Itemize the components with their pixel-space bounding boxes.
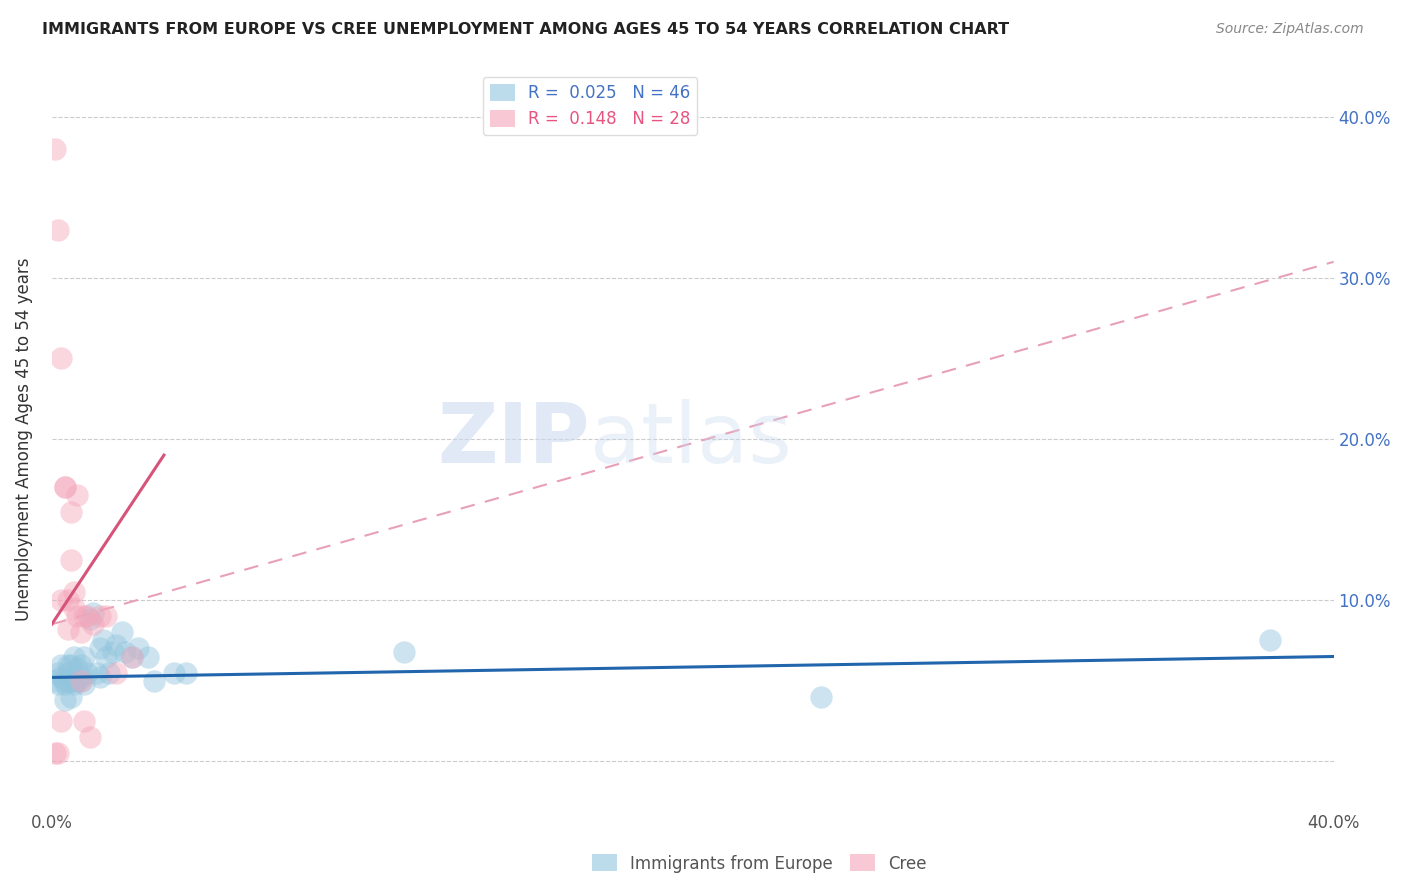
Point [114, 645, 136, 659]
Legend: Immigrants from Europe, Cree: Immigrants from Europe, Cree [585, 847, 934, 880]
Point [44, 142, 66, 156]
Point [66, 673, 89, 688]
Point [101, 645, 124, 659]
Point [91, 633, 114, 648]
Point [98, 665, 121, 680]
Point [394, 645, 416, 659]
Point [56, 622, 79, 636]
Point [53, 693, 76, 707]
Point [69, 673, 91, 688]
Point [79, 612, 101, 626]
Point [56, 665, 79, 680]
Point [56, 673, 79, 688]
Text: Source: ZipAtlas.com: Source: ZipAtlas.com [1216, 22, 1364, 37]
Point [121, 649, 143, 664]
Point [176, 665, 198, 680]
Point [104, 665, 127, 680]
Point [69, 670, 91, 684]
Point [59, 690, 82, 704]
Point [73, 649, 96, 664]
Point [53, 677, 76, 691]
Point [73, 609, 96, 624]
Point [53, 480, 76, 494]
Point [63, 601, 86, 615]
Point [51, 714, 73, 728]
Point [59, 670, 82, 684]
Point [51, 593, 73, 607]
Point [44, 673, 66, 688]
Point [89, 609, 111, 624]
Point [66, 661, 89, 675]
Text: IMMIGRANTS FROM EUROPE VS CREE UNEMPLOYMENT AMONG AGES 45 TO 54 YEARS CORRELATIO: IMMIGRANTS FROM EUROPE VS CREE UNEMPLOYM… [42, 22, 1010, 37]
Legend: R =  0.025   N = 46, R =  0.148   N = 28: R = 0.025 N = 46, R = 0.148 N = 28 [484, 77, 697, 135]
Point [111, 625, 134, 640]
Point [1258, 633, 1281, 648]
Point [76, 665, 98, 680]
Point [46, 746, 69, 760]
Point [86, 665, 108, 680]
Point [56, 593, 79, 607]
Point [104, 638, 127, 652]
Point [82, 606, 104, 620]
Point [66, 488, 89, 502]
Point [127, 641, 149, 656]
Y-axis label: Unemployment Among Ages 45 to 54 years: Unemployment Among Ages 45 to 54 years [15, 257, 32, 621]
Point [51, 657, 73, 672]
Point [59, 504, 82, 518]
Point [96, 649, 118, 664]
Point [63, 585, 86, 599]
Point [59, 553, 82, 567]
Point [63, 649, 86, 664]
Point [76, 609, 98, 624]
Point [59, 657, 82, 672]
Point [89, 670, 111, 684]
Point [69, 673, 91, 688]
Point [73, 714, 96, 728]
Point [63, 673, 86, 688]
Point [89, 641, 111, 656]
Point [51, 351, 73, 366]
Point [46, 677, 69, 691]
Point [143, 673, 166, 688]
Point [69, 657, 91, 672]
Point [82, 617, 104, 632]
Point [63, 677, 86, 691]
Point [51, 670, 73, 684]
Point [136, 649, 159, 664]
Point [162, 665, 184, 680]
Point [73, 677, 96, 691]
Point [121, 649, 143, 664]
Point [53, 480, 76, 494]
Point [66, 609, 89, 624]
Point [46, 665, 69, 680]
Point [810, 690, 832, 704]
Point [44, 746, 66, 760]
Point [79, 730, 101, 744]
Point [96, 609, 118, 624]
Text: ZIP: ZIP [437, 399, 591, 480]
Point [53, 673, 76, 688]
Text: atlas: atlas [591, 399, 792, 480]
Point [46, 222, 69, 236]
Point [56, 657, 79, 672]
Point [69, 625, 91, 640]
